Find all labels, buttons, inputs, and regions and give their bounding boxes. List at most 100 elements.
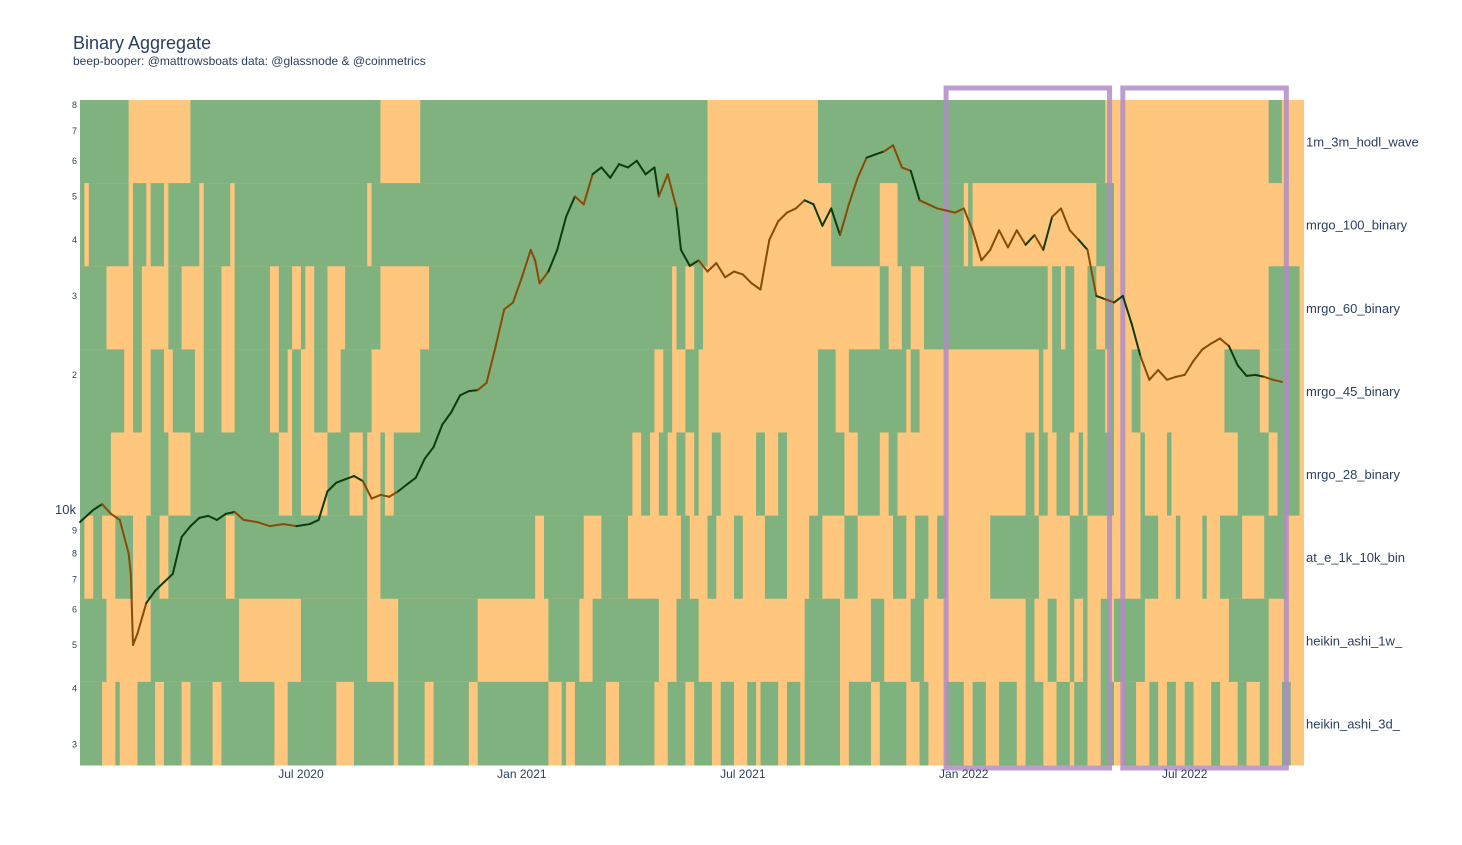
price-segment <box>255 520 272 528</box>
band-at_e_1k_10k_bin-on <box>93 515 103 600</box>
price-segment <box>786 207 797 214</box>
price-segment <box>1201 342 1213 351</box>
price-segment <box>129 572 135 646</box>
price-segment <box>1068 229 1080 241</box>
band-mrgo_28_binary-on <box>711 432 721 517</box>
x-tick-label: Jul 2022 <box>1162 767 1208 781</box>
band-heikin_ashi_3d_-on <box>574 681 606 766</box>
price-segment <box>1210 337 1222 345</box>
price-segment <box>242 518 258 523</box>
band-mrgo_100_binary-on <box>150 183 164 267</box>
price-segment <box>962 207 974 232</box>
row-label: heikin_ashi_1w_ <box>1306 633 1403 648</box>
price-segment <box>1245 373 1257 377</box>
band-heikin_ashi_1w_-on <box>398 598 478 683</box>
price-segment <box>812 203 824 227</box>
band-heikin_ashi_3d_-on <box>804 681 841 766</box>
price-segment <box>653 166 660 198</box>
price-segment <box>180 525 192 539</box>
band-heikin_ashi_1w_-on <box>1083 598 1088 683</box>
y-tick-label: 7 <box>72 126 77 136</box>
price-segment <box>1157 369 1169 381</box>
price-segment <box>679 248 691 267</box>
highlight-box <box>1120 85 1289 771</box>
price-segment <box>397 483 408 493</box>
band-heikin_ashi_3d_-on <box>720 681 734 766</box>
band-mrgo_45_binary-on <box>292 349 301 433</box>
price-segment <box>344 475 355 481</box>
band-mrgo_100_binary-on <box>88 183 129 267</box>
band-mrgo_45_binary-on <box>1038 349 1044 433</box>
band-mrgo_60_binary-on <box>694 266 704 350</box>
band-at_e_1k_10k_bin-on <box>809 515 823 600</box>
band-heikin_ashi_3d_-on <box>80 681 103 766</box>
band-mrgo_45_binary-on <box>340 349 372 433</box>
price-segment <box>534 259 541 285</box>
price-segment <box>573 195 585 206</box>
band-heikin_ashi_3d_-on <box>667 681 686 766</box>
price-segment <box>423 446 435 460</box>
price-segment <box>1192 348 1204 362</box>
band-at_e_1k_10k_bin-on <box>1202 515 1207 600</box>
price-segment <box>441 411 453 426</box>
band-heikin_ashi_3d_-on <box>1025 681 1044 766</box>
price-segment <box>1219 337 1230 347</box>
price-segment <box>127 552 132 575</box>
price-segment <box>830 207 842 237</box>
price-segment <box>162 572 174 584</box>
band-mrgo_60_binary-on <box>1087 266 1097 350</box>
band-mrgo_45_binary-on <box>150 349 164 433</box>
band-mrgo_28_binary-on <box>380 432 385 517</box>
price-segment <box>171 536 183 575</box>
band-heikin_ashi_1w_-on <box>1069 598 1075 683</box>
band-at_e_1k_10k_bin-on <box>380 515 536 600</box>
band-at_e_1k_10k_bin-on <box>764 515 788 600</box>
band-mrgo_28_binary-on <box>1038 432 1048 517</box>
band-heikin_ashi_1w_-on <box>676 598 699 683</box>
band-heikin_ashi_3d_-on <box>561 681 567 766</box>
band-heikin_ashi_3d_-on <box>190 681 213 766</box>
price-segment <box>909 169 921 202</box>
row-label: mrgo_60_binary <box>1306 301 1400 316</box>
price-segment <box>936 207 948 212</box>
price-segment <box>1077 238 1089 251</box>
row-label: heikin_ashi_3d_ <box>1306 716 1401 731</box>
band-mrgo_28_binary-on <box>1025 432 1035 517</box>
price-segment <box>847 176 859 206</box>
price-segment <box>295 523 311 528</box>
band-mrgo_45_binary-on <box>1087 349 1106 433</box>
band-1m_3m_hodl_wave-on <box>817 100 1106 184</box>
band-mrgo_45_binary-on <box>133 349 142 433</box>
price-segment <box>556 215 568 251</box>
price-segment <box>233 510 245 521</box>
price-segment <box>512 276 523 304</box>
price-segment <box>777 211 789 223</box>
band-at_e_1k_10k_bin-on <box>915 515 929 600</box>
band-mrgo_28_binary-on <box>292 432 301 517</box>
price-segment <box>706 262 718 273</box>
band-heikin_ashi_1w_-on <box>1228 598 1269 683</box>
y-tick-label: 5 <box>72 191 77 201</box>
band-at_e_1k_10k_bin-on <box>680 515 690 600</box>
price-segment <box>538 270 550 285</box>
band-mrgo_28_binary-on <box>817 432 845 517</box>
row-label: mrgo_45_binary <box>1306 384 1400 399</box>
band-mrgo_100_binary-on <box>831 183 880 267</box>
band-mrgo_60_binary-on <box>168 266 182 350</box>
price-segment <box>900 166 912 172</box>
band-mrgo_100_binary-on <box>80 183 85 267</box>
price-segment <box>1148 369 1160 381</box>
band-mrgo_60_binary-on <box>1065 266 1075 350</box>
band-heikin_ashi_1w_-on <box>548 598 580 683</box>
price-segment <box>892 144 903 169</box>
price-segment <box>635 159 647 176</box>
x-tick-label: Jan 2022 <box>939 767 989 781</box>
row-labels: 1m_3m_hodl_wave mrgo_100_binary mrgo_60_bi… <box>1306 135 1419 732</box>
price-segment <box>317 490 329 521</box>
band-mrgo_45_binary-on <box>685 349 699 433</box>
price-segment <box>953 207 965 214</box>
y-tick-label: 6 <box>72 156 77 166</box>
price-segment <box>741 273 753 285</box>
price-segment <box>989 229 1001 251</box>
band-mrgo_45_binary-on <box>314 349 328 433</box>
